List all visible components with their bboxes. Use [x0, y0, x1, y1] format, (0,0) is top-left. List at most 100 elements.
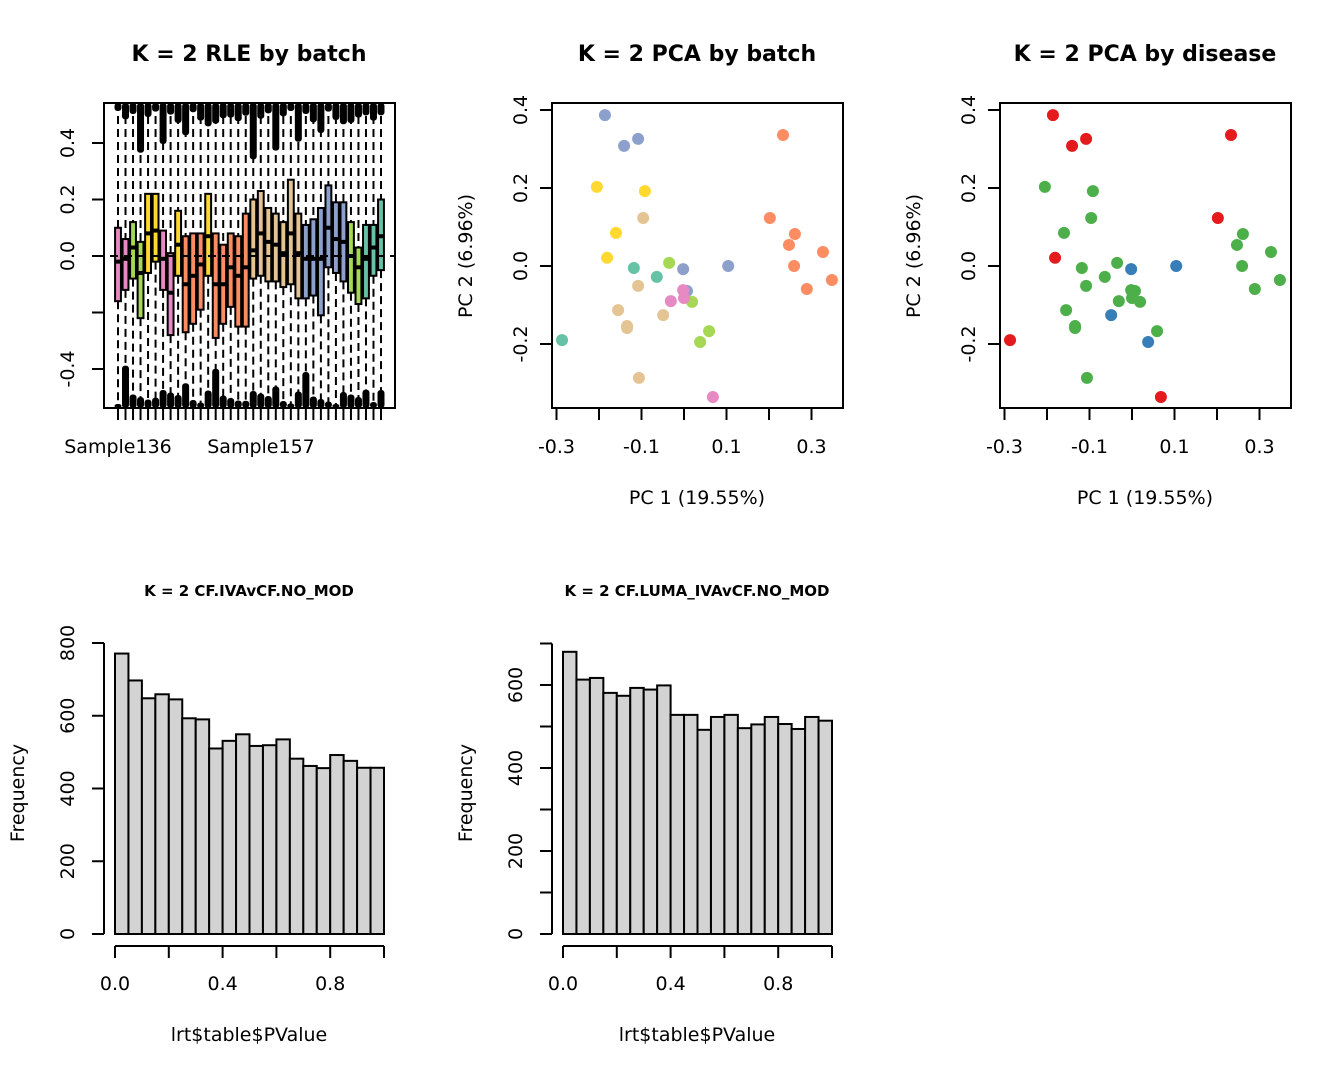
- rle-outliers-bottom: [234, 400, 242, 408]
- hist-bar: [562, 650, 578, 935]
- rle-ytick-label: -0.4: [57, 350, 79, 387]
- pca-point-green: [1060, 304, 1073, 317]
- rle-outliers-top: [189, 103, 197, 113]
- pca-point-tan: [612, 304, 625, 317]
- rle-outliers-top: [354, 103, 362, 118]
- rle-outliers-top: [144, 103, 152, 117]
- pca-point-blue: [1105, 309, 1118, 322]
- pca-point-green: [1248, 283, 1261, 296]
- hist-bar: [656, 684, 672, 935]
- rle-outliers-top: [249, 103, 257, 160]
- pca-disease-ylabel: PC 2 (6.96%): [903, 194, 925, 318]
- pca-batch-plot-frame: [551, 102, 844, 409]
- rle-box: [226, 232, 235, 308]
- rle-box: [264, 206, 273, 283]
- hist-ytick-label: 400: [57, 770, 79, 806]
- hist-bar: [127, 679, 143, 935]
- hist-bar: [167, 698, 184, 935]
- hist-bar: [261, 744, 278, 935]
- pca-point-tan: [657, 309, 670, 322]
- rle-outliers-top: [167, 103, 175, 115]
- rle-outliers-top: [279, 103, 287, 117]
- hist-bar: [763, 715, 780, 936]
- pca-point-tan: [637, 212, 650, 225]
- rle-outliers-bottom: [242, 400, 250, 408]
- pca-point-yellow: [610, 226, 622, 239]
- hist-bar: [315, 767, 332, 935]
- hist-bar: [750, 723, 766, 935]
- pca-disease-plot-frame: [999, 102, 1292, 409]
- rle-outliers-bottom: [309, 396, 317, 408]
- pca-point-yellow: [601, 251, 614, 264]
- hist-bar: [588, 676, 605, 935]
- hist-bar: [575, 678, 591, 935]
- pca-point-green: [1273, 274, 1286, 287]
- hist-bar: [114, 652, 130, 936]
- hist-bar: [275, 738, 291, 935]
- pca-point-green: [1086, 185, 1099, 198]
- pca-point-green: [1236, 228, 1249, 241]
- rle-outliers-bottom: [249, 391, 257, 408]
- hist-bar: [221, 739, 238, 935]
- pca-point-yellow: [590, 180, 603, 193]
- hist-ytick-label: 600: [57, 698, 79, 734]
- pca-point-green: [1230, 238, 1243, 251]
- rle-outliers-top: [122, 103, 130, 120]
- rle-box: [234, 235, 243, 328]
- rle-box: [249, 198, 258, 280]
- pca-point-orange: [825, 274, 838, 287]
- rle-outliers-top: [272, 103, 280, 151]
- rle-box: [136, 240, 145, 320]
- pca-point-green: [1112, 295, 1125, 308]
- rle-outliers-bottom: [189, 400, 197, 408]
- rle-ytick-label: 0.2: [57, 184, 79, 214]
- rle-outliers-top: [204, 103, 212, 127]
- hist-bar: [642, 688, 659, 935]
- pca-point-orange: [788, 228, 801, 241]
- rle-outliers-bottom: [204, 390, 212, 408]
- rle-outliers-top: [227, 103, 235, 118]
- rle-box: [121, 238, 130, 291]
- hist-bar: [288, 757, 305, 935]
- pca-point-green: [1085, 212, 1098, 225]
- pca-xtick-label: 0.1: [1159, 436, 1189, 458]
- rle-outliers-top: [339, 103, 347, 125]
- hist-bar: [709, 715, 726, 936]
- rle-box: [362, 223, 370, 300]
- pca-point-green: [1151, 325, 1164, 338]
- hist-bar: [817, 719, 833, 935]
- rle-box: [271, 212, 280, 283]
- hist-xtick-label: 0.4: [655, 973, 685, 995]
- rle-outliers-top: [219, 103, 227, 119]
- hist-bar: [302, 764, 318, 936]
- rle-outliers-top: [369, 103, 377, 121]
- rle-box: [354, 246, 363, 306]
- pca-point-red: [1046, 109, 1059, 122]
- rle-box: [196, 232, 205, 311]
- rle-outliers-top: [182, 103, 190, 136]
- pca-ytick-label: -0.2: [510, 325, 532, 362]
- pca-point-blue: [1170, 260, 1183, 272]
- hist-xtick-label: 0.4: [207, 973, 237, 995]
- rle-box: [114, 226, 122, 303]
- pca-point-blue: [677, 263, 690, 276]
- pca-point-blue: [598, 109, 611, 122]
- pca-xtick-label: 0.3: [1244, 436, 1274, 458]
- hist-bar: [723, 713, 739, 935]
- pca-point-tan: [632, 279, 645, 292]
- rle-outliers-top: [129, 103, 137, 114]
- rle-ytick-label: 0.4: [57, 128, 79, 158]
- pca-point-green: [1098, 270, 1111, 283]
- hist-bar: [248, 744, 264, 935]
- hist-ytick-label: 600: [505, 667, 527, 703]
- pca-xtick-label: -0.1: [623, 436, 660, 458]
- pca-point-orange: [816, 245, 829, 258]
- rle-outliers-bottom: [279, 401, 287, 408]
- rle-outliers-bottom: [317, 399, 325, 408]
- rle-outliers-bottom: [324, 401, 332, 408]
- hist-bar: [683, 713, 699, 935]
- rle-outliers-top: [242, 103, 250, 116]
- pca-point-green: [1236, 260, 1249, 272]
- hist-xtick-label: 0.8: [315, 973, 345, 995]
